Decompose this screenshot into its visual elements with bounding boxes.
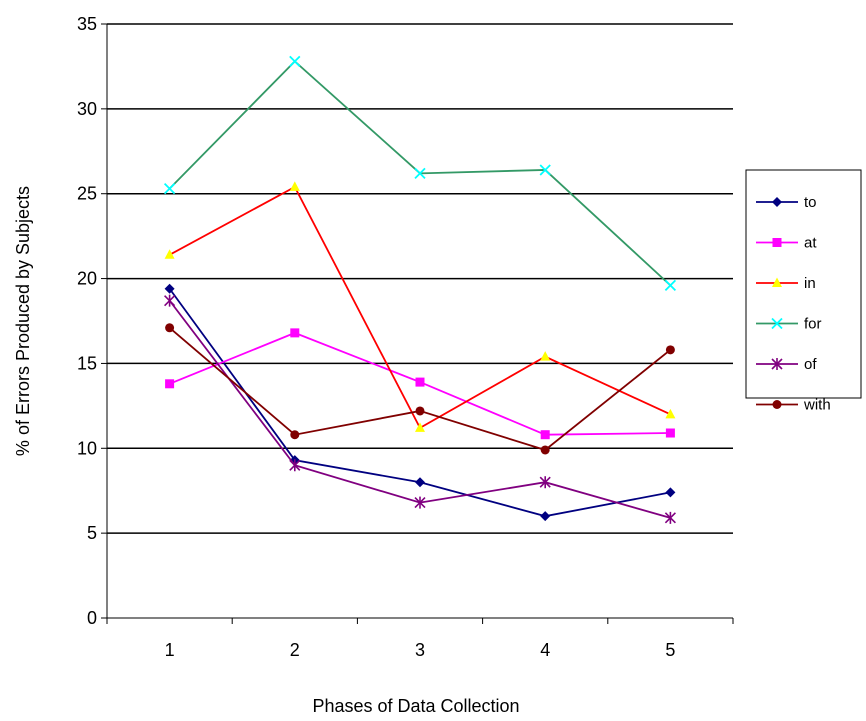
legend-marker-for xyxy=(771,317,783,330)
data-point-for xyxy=(539,164,551,176)
data-point-in xyxy=(164,249,175,259)
series-with xyxy=(165,323,675,455)
series-to xyxy=(164,283,676,522)
data-point-of xyxy=(539,476,551,489)
legend-marker-with xyxy=(772,400,782,409)
y-tick-label: 20 xyxy=(77,269,97,289)
legend-item-at: at xyxy=(756,235,817,252)
legend-marker-in xyxy=(772,277,782,287)
data-point-in xyxy=(540,351,551,361)
data-point-with xyxy=(415,406,425,416)
legend-label-with: with xyxy=(803,397,831,414)
data-point-of xyxy=(289,459,301,472)
y-tick-label: 35 xyxy=(77,14,97,34)
y-tick-label: 30 xyxy=(77,99,97,119)
y-tick-label: 10 xyxy=(77,438,97,458)
data-point-for xyxy=(414,167,426,179)
data-point-of xyxy=(164,294,176,307)
legend-label-of: of xyxy=(804,356,817,373)
y-tick-label: 5 xyxy=(87,523,97,543)
axes: 0 5 10 15 20 25 30 35 1 2 3 4 5 xyxy=(77,14,734,660)
legend-item-with: with xyxy=(756,397,831,414)
series-for xyxy=(163,55,677,291)
data-point-at xyxy=(540,430,550,440)
data-point-at xyxy=(665,428,675,438)
x-axis-title: Phases of Data Collection xyxy=(312,696,519,716)
legend-label-for: for xyxy=(804,316,822,333)
series-in xyxy=(164,181,676,432)
legend-box xyxy=(745,169,862,399)
data-point-with xyxy=(290,430,300,440)
data-point-for xyxy=(289,55,301,67)
data-point-of xyxy=(664,511,676,524)
data-point-of xyxy=(414,496,426,509)
y-axis-title: % of Errors Produced by Subjects xyxy=(13,186,33,456)
y-tick-label: 0 xyxy=(87,608,97,628)
legend-item-for: for xyxy=(756,316,822,333)
data-point-to xyxy=(164,283,175,294)
data-point-to xyxy=(665,487,676,498)
legend-marker-at xyxy=(772,238,782,247)
data-point-to xyxy=(540,511,551,522)
data-point-for xyxy=(163,182,176,195)
y-tick-label: 15 xyxy=(77,353,97,373)
legend-label-to: to xyxy=(804,194,817,211)
legend-marker-to xyxy=(772,197,782,207)
series-of xyxy=(164,294,676,524)
y-tick-label: 25 xyxy=(77,184,97,204)
data-point-in xyxy=(289,181,300,191)
x-tick-label: 2 xyxy=(290,640,300,660)
legend-item-of: of xyxy=(756,356,817,373)
data-point-at xyxy=(290,328,300,338)
x-tick-label: 4 xyxy=(540,640,550,660)
series-at xyxy=(165,328,675,440)
data-point-in xyxy=(665,408,676,419)
legend-item-in: in xyxy=(756,275,816,292)
x-tick-label: 3 xyxy=(415,640,425,660)
x-tick-label: 1 xyxy=(165,640,175,660)
data-point-at xyxy=(415,377,425,387)
data-point-in xyxy=(415,422,425,432)
legend-item-to: to xyxy=(756,194,817,211)
grid xyxy=(107,23,733,534)
series-layer xyxy=(163,55,677,524)
data-point-with xyxy=(165,323,175,333)
data-point-with xyxy=(540,445,550,455)
data-point-for xyxy=(664,279,677,291)
legend-label-at: at xyxy=(804,235,817,252)
data-point-with xyxy=(665,345,675,355)
data-point-to xyxy=(415,477,425,488)
legend: to at in for of with xyxy=(745,169,862,414)
x-tick-label: 5 xyxy=(665,640,675,660)
legend-marker-of xyxy=(771,358,783,370)
legend-label-in: in xyxy=(804,275,816,292)
data-point-at xyxy=(165,379,175,389)
